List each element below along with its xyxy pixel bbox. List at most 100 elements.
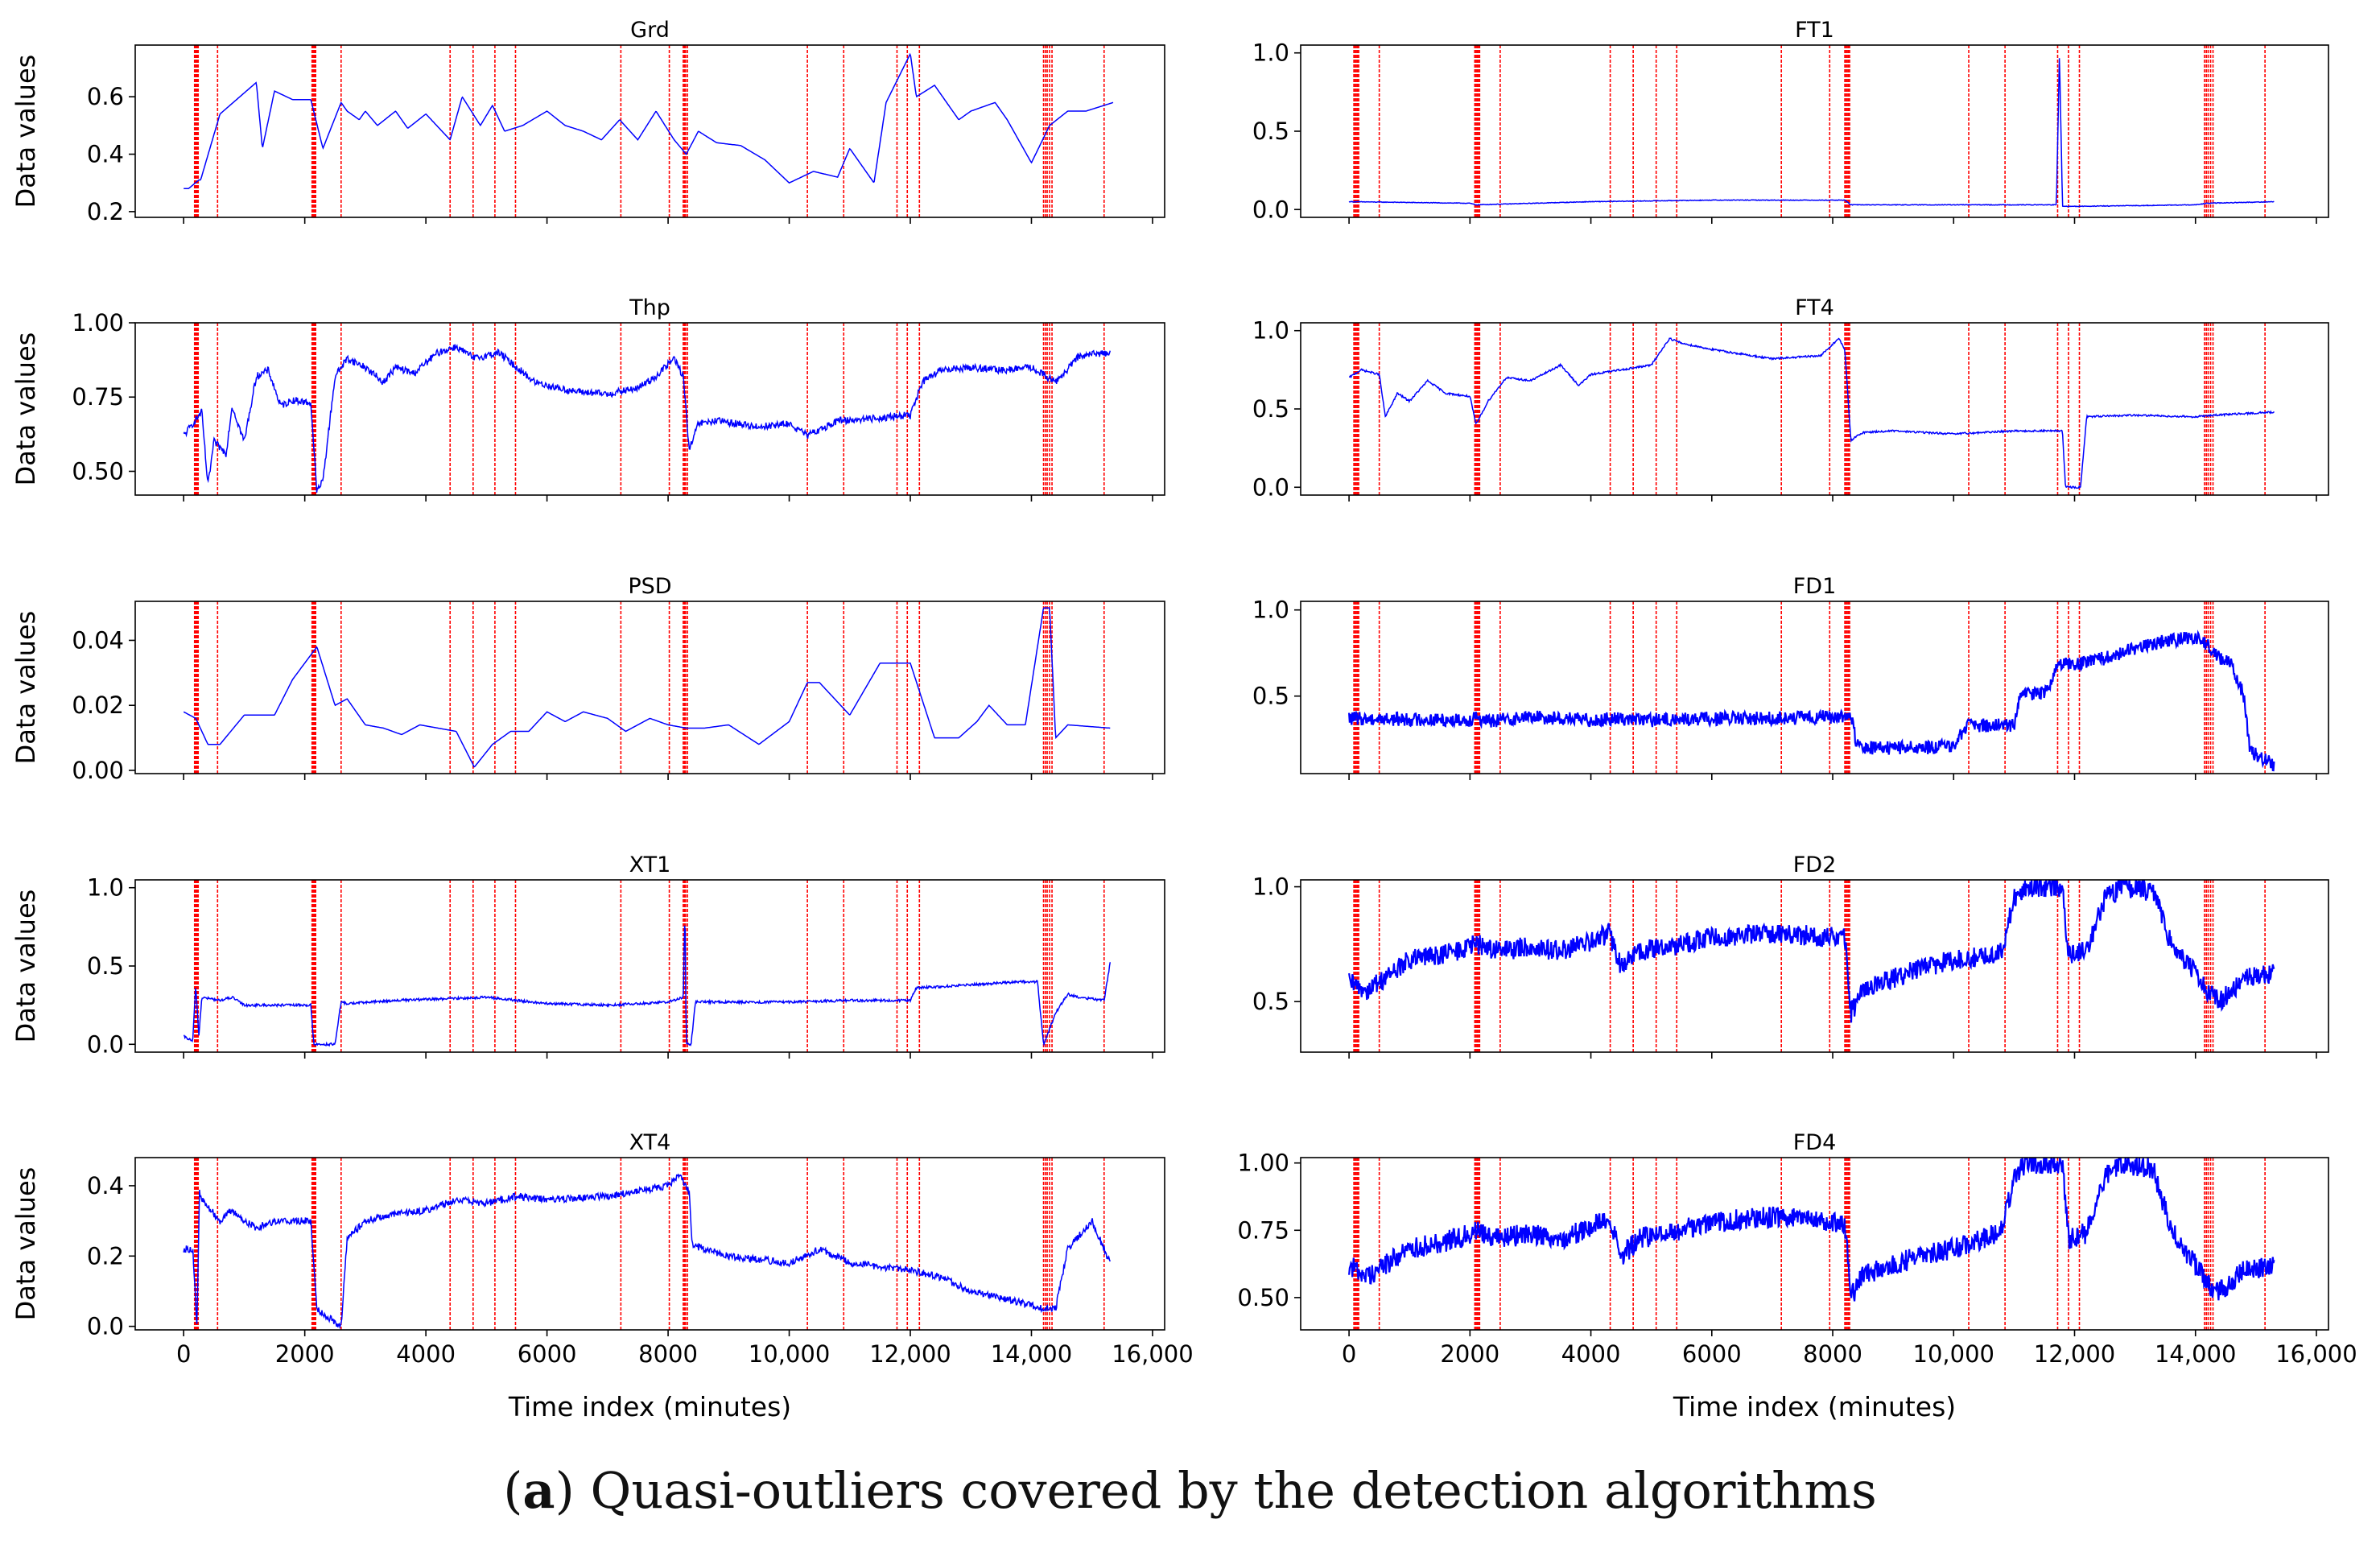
outlier-markers — [193, 1158, 1105, 1330]
x-tick-label: 2000 — [275, 1340, 335, 1368]
x-tick-label: 12,000 — [869, 1340, 951, 1368]
y-tick-label: 1.0 — [1252, 873, 1289, 901]
outlier-markers — [193, 880, 1105, 1052]
x-axis-label: Time index (minutes) — [1673, 1391, 1956, 1422]
x-tick-label: 4000 — [1561, 1340, 1621, 1368]
x-tick-label: 16,000 — [2275, 1340, 2357, 1368]
x-tick-label: 10,000 — [749, 1340, 830, 1368]
x-tick-label: 16,000 — [1112, 1340, 1193, 1368]
y-tick-label: 1.0 — [87, 874, 124, 902]
series-line-xt1 — [184, 925, 1112, 1047]
series-line-fd4 — [1348, 1158, 2275, 1302]
y-tick-label: 0.0 — [87, 1313, 124, 1340]
axes-frame — [1300, 322, 2329, 496]
subplot-ft4: FT4 0.0 0.5 1.0 — [1252, 295, 2329, 502]
y-axis-label: Data values — [10, 332, 41, 486]
y-tick-label: 0.02 — [72, 691, 124, 719]
subplot-title: FT1 — [1795, 18, 1834, 43]
axes-frame — [134, 601, 1165, 774]
subplot-title: FD1 — [1793, 574, 1837, 599]
y-tick-label: 0.5 — [1252, 118, 1289, 145]
y-tick-label: 0.00 — [72, 757, 124, 784]
y-tick-label: 0.4 — [87, 141, 124, 168]
outlier-markers — [1353, 880, 2266, 1052]
outlier-markers — [1353, 323, 2266, 495]
x-tick-label: 0 — [176, 1340, 191, 1368]
y-tick-label: 0.50 — [1237, 1284, 1289, 1311]
y-axis-label: Data values — [10, 890, 41, 1043]
outlier-markers — [1353, 45, 2266, 217]
x-axis-label: Time index (minutes) — [508, 1391, 791, 1422]
x-tick-label: 14,000 — [2155, 1340, 2236, 1368]
x-tick-label: 10,000 — [1913, 1340, 1994, 1368]
series-line-ft4 — [1349, 337, 2275, 489]
y-tick-label: 0.0 — [1252, 196, 1289, 223]
series-line-ft1 — [1348, 58, 2275, 208]
figure-caption: (a) Quasi-outliers covered by the detect… — [503, 1461, 1877, 1520]
series-line-psd — [183, 607, 1111, 768]
x-tick-label: 8000 — [1803, 1340, 1862, 1368]
y-tick-label: 0.75 — [1237, 1216, 1289, 1244]
series-line-xt4 — [183, 1173, 1111, 1330]
subplot-title: XT4 — [629, 1130, 671, 1155]
y-tick-label: 0.5 — [87, 952, 124, 980]
outlier-markers — [193, 601, 1105, 774]
subplot-title: XT1 — [629, 853, 671, 877]
caption-text: Quasi-outliers covered by the detection … — [590, 1461, 1877, 1520]
subplot-title: FD2 — [1793, 853, 1837, 877]
x-tick-label: 14,000 — [991, 1340, 1072, 1368]
subplot-xt1: XT1 0.0 0.5 1.0 Data values — [10, 853, 1165, 1059]
y-tick-label: 1.00 — [1237, 1150, 1289, 1177]
y-tick-label: 1.0 — [1252, 39, 1289, 67]
series-line-fd2 — [1348, 880, 2275, 1023]
x-tick-label: 6000 — [1682, 1340, 1742, 1368]
subplot-title: Grd — [630, 18, 670, 43]
y-tick-label: 1.0 — [1252, 317, 1289, 345]
x-tick-label: 12,000 — [2034, 1340, 2115, 1368]
subplot-title: Thp — [629, 295, 670, 320]
series-line-grd — [184, 52, 1114, 190]
y-tick-label: 0.5 — [1252, 988, 1289, 1015]
y-tick-label: 0.0 — [87, 1030, 124, 1058]
axes-frame — [1300, 1157, 2329, 1331]
subplot-xt4: XT4 0.0 0.2 0.4 0 2000 4000 6000 8000 10,000 12,00… — [10, 1130, 1194, 1422]
y-axis-label: Data values — [10, 1167, 41, 1321]
subplot-thp: Thp 0.50 0.75 1.00 Data values — [10, 295, 1165, 502]
subplot-ft1: FT1 0.0 0.5 1.0 — [1252, 18, 2329, 224]
axes-frame — [134, 1157, 1165, 1331]
y-axis-label: Data values — [10, 55, 41, 208]
axes-frame — [1300, 601, 2329, 774]
y-tick-label: 0.6 — [87, 83, 124, 110]
subplot-psd: PSD 0.00 0.02 0.04 Data values — [10, 574, 1165, 784]
axes-frame — [1300, 879, 2329, 1053]
axes-frame — [134, 879, 1165, 1053]
subplot-grd: Grd 0.2 0.4 0.6 Data values — [10, 18, 1165, 225]
x-tick-label: 4000 — [396, 1340, 456, 1368]
y-tick-label: 1.0 — [1252, 597, 1289, 624]
y-tick-label: 0.5 — [1252, 395, 1289, 423]
subplot-fd2: FD2 0.5 1.0 — [1252, 853, 2329, 1059]
outlier-markers — [193, 45, 1105, 217]
axes-frame — [1300, 44, 2329, 218]
y-tick-label: 1.00 — [72, 309, 124, 336]
x-tick-label: 6000 — [518, 1340, 577, 1368]
subplot-fd1: FD1 0.5 1.0 — [1252, 574, 2329, 780]
series-line-thp — [183, 344, 1112, 493]
y-tick-label: 0.50 — [72, 457, 124, 485]
y-tick-label: 0.2 — [87, 198, 124, 225]
subplot-title: PSD — [628, 574, 671, 599]
subplot-title: FT4 — [1795, 295, 1834, 320]
x-tick-label: 0 — [1342, 1340, 1356, 1368]
y-tick-label: 0.75 — [72, 383, 124, 411]
y-tick-label: 0.0 — [1252, 473, 1289, 501]
y-tick-label: 0.04 — [72, 626, 124, 654]
axes-frame — [134, 322, 1165, 496]
subplot-fd4: FD4 0.50 0.75 1.00 0 2000 4000 6000 8000 10,000 12… — [1237, 1130, 2357, 1422]
y-tick-label: 0.4 — [87, 1172, 124, 1199]
y-axis-label: Data values — [10, 611, 41, 765]
axes-frame — [134, 44, 1165, 218]
y-tick-label: 0.2 — [87, 1242, 124, 1269]
series-line-fd1 — [1348, 630, 2275, 772]
